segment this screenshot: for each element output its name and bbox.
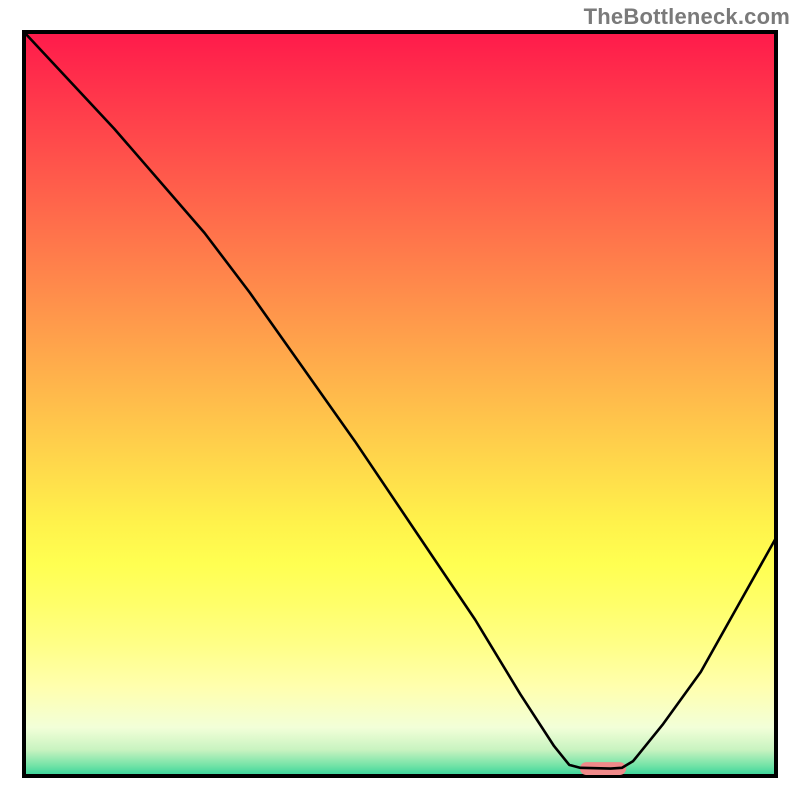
chart-svg — [22, 30, 778, 778]
plot-area — [22, 30, 778, 778]
gradient-background — [24, 32, 776, 776]
watermark-text: TheBottleneck.com — [584, 4, 790, 30]
chart-container: { "watermark": "TheBottleneck.com", "wat… — [0, 0, 800, 800]
